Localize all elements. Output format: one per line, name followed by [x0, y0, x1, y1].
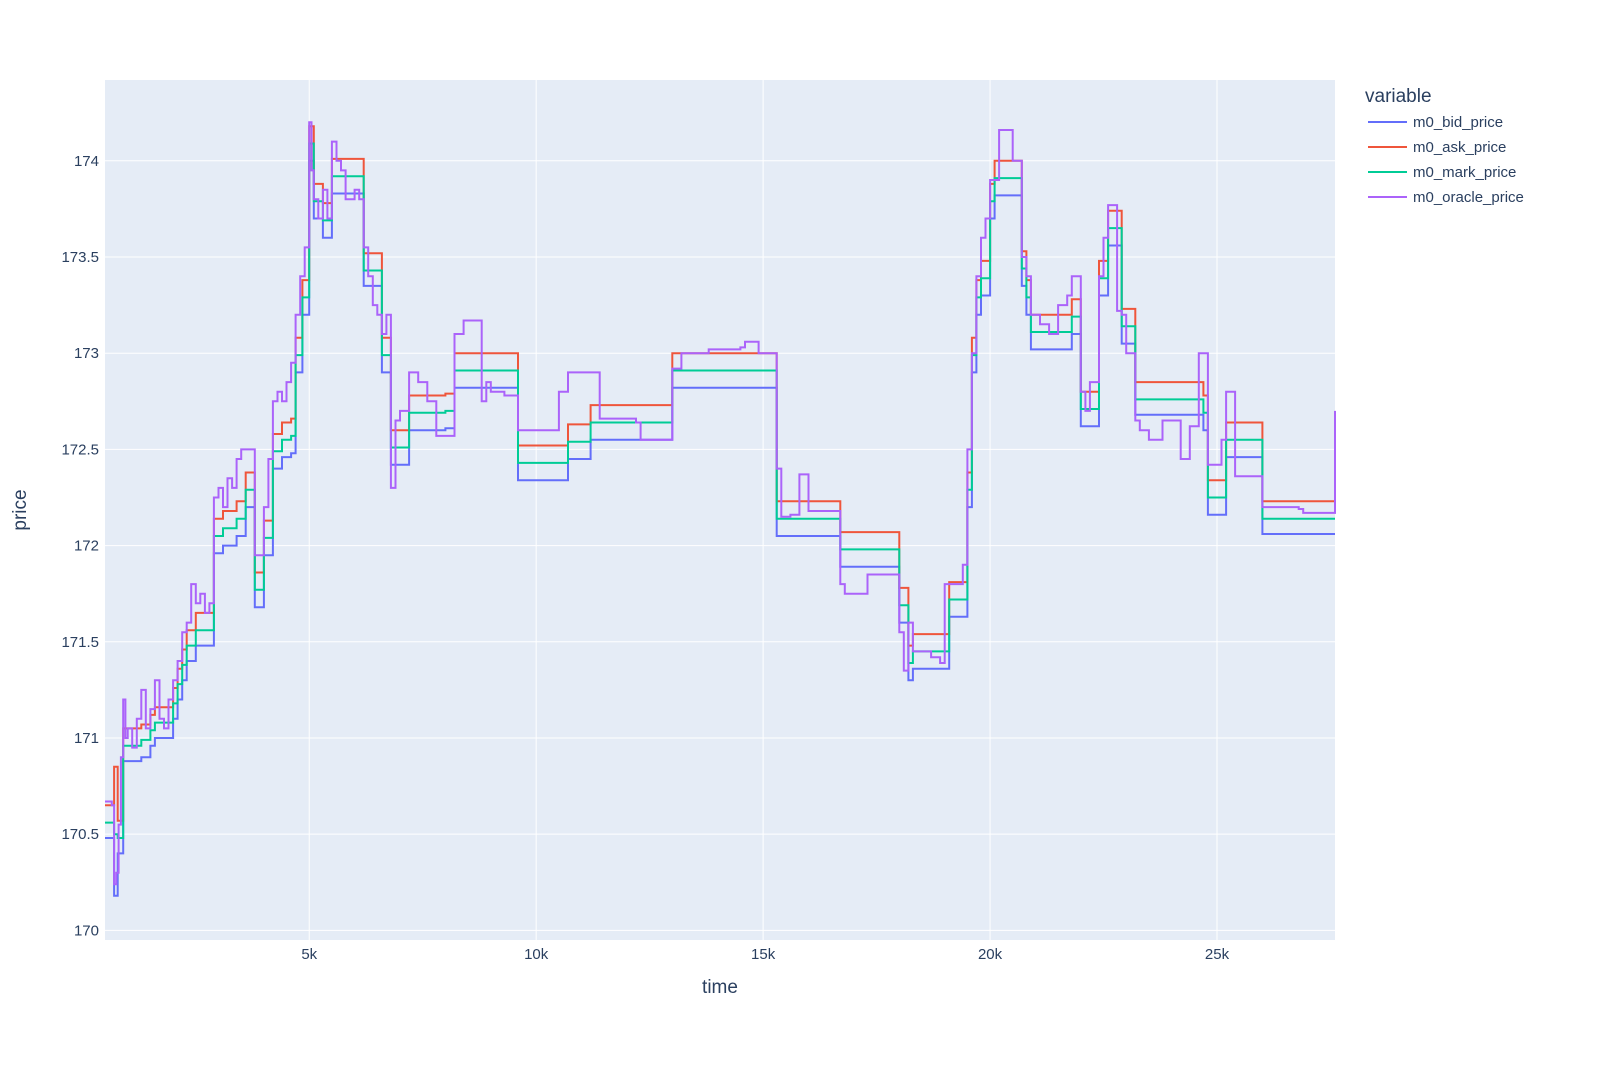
y-tick-label: 170	[74, 922, 99, 939]
legend-label: m0_ask_price	[1413, 139, 1506, 156]
legend-item[interactable]: m0_oracle_price	[1368, 189, 1524, 206]
legend: variable m0_bid_price m0_ask_price m0_mark…	[1365, 86, 1524, 206]
x-tick-label: 25k	[1205, 946, 1230, 963]
x-tick-label: 20k	[978, 946, 1003, 963]
series-layer	[105, 121, 1336, 897]
x-tick-label: 15k	[751, 946, 776, 963]
series-line-m0-oracle-price	[105, 121, 1336, 886]
x-axis-title: time	[702, 977, 738, 998]
x-axis-ticks: 5k 10k 15k 20k 25k	[301, 946, 1229, 963]
y-tick-label: 172.5	[61, 441, 99, 458]
y-tick-label: 171.5	[61, 634, 99, 651]
x-tick-label: 5k	[301, 946, 317, 963]
y-tick-label: 170.5	[61, 826, 99, 843]
y-tick-label: 173	[74, 345, 99, 362]
y-tick-label: 173.5	[61, 249, 99, 266]
legend-label: m0_mark_price	[1413, 164, 1516, 181]
legend-item[interactable]: m0_mark_price	[1368, 164, 1516, 181]
y-tick-label: 174	[74, 153, 99, 170]
legend-label: m0_bid_price	[1413, 114, 1503, 131]
y-axis-ticks: 170 170.5 171 171.5 172 172.5 173 173.5 174	[61, 153, 99, 940]
legend-item[interactable]: m0_bid_price	[1368, 114, 1503, 131]
grid-lines	[105, 80, 1335, 940]
legend-label: m0_oracle_price	[1413, 189, 1524, 206]
x-tick-label: 10k	[524, 946, 549, 963]
plot-background	[105, 80, 1335, 940]
legend-title: variable	[1365, 86, 1432, 107]
y-tick-label: 172	[74, 538, 99, 555]
y-axis-title: price	[10, 489, 31, 530]
legend-item[interactable]: m0_ask_price	[1368, 139, 1506, 156]
y-tick-label: 171	[74, 730, 99, 747]
